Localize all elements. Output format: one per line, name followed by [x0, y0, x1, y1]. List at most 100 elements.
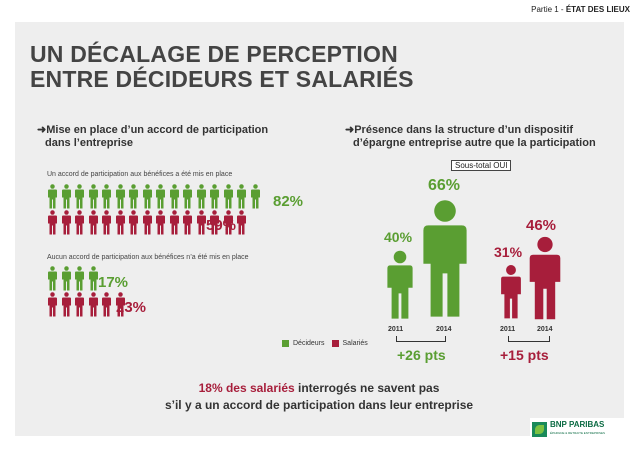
group1-salaries-percent: 59% — [206, 217, 237, 234]
logo-text: BNP PARIBAS ÉPARGNE & RETRAITE ENTREPRIS… — [550, 421, 605, 437]
decideurs-2011-figure — [386, 248, 414, 322]
person-icon — [115, 210, 125, 235]
left-question: ➜Mise en place d’un accord de participat… — [37, 124, 268, 150]
person-icon — [183, 210, 192, 235]
group1-decideurs-percent: 82% — [273, 193, 304, 210]
title-line-2: ENTRE DÉCIDEURS ET SALARIÉS — [30, 66, 414, 92]
person-icon — [88, 266, 98, 291]
footer-line-2: s’il y a un accord de participation dans… — [164, 398, 474, 412]
person-icon — [387, 250, 413, 319]
person-icon — [75, 210, 84, 235]
person-icon — [237, 184, 246, 209]
salaries-2011-percent: 31% — [494, 244, 523, 260]
footer-line-1: 18% des salariés interrogés ne savent pa… — [0, 381, 638, 395]
person-icon — [501, 265, 521, 319]
person-icon — [196, 184, 206, 209]
right-question-line-1: Présence dans la structure d’un disposit… — [354, 124, 574, 136]
person-icon — [223, 184, 233, 209]
page-title: UN DÉCALAGE DE PERCEPTION ENTRE DÉCIDEUR… — [30, 42, 414, 92]
group1-label: Un accord de participation aux bénéfices… — [47, 171, 233, 178]
group2-salaries-pictogram-row — [46, 292, 127, 317]
person-icon — [183, 184, 192, 209]
person-icon — [102, 210, 111, 235]
person-icon — [61, 292, 71, 317]
person-icon — [61, 210, 71, 235]
decideurs-2011-percent: 40% — [384, 229, 413, 245]
person-icon — [48, 210, 57, 235]
page-header: Partie 1 - ÉTAT DES LIEUX — [531, 5, 630, 14]
person-icon — [129, 184, 138, 209]
person-icon — [169, 184, 179, 209]
decideurs-bracket — [396, 336, 446, 342]
person-icon — [142, 210, 152, 235]
person-icon — [115, 184, 125, 209]
person-icon — [156, 210, 165, 235]
person-icon — [156, 184, 165, 209]
arrow-icon: ➜ — [345, 124, 355, 136]
person-icon — [48, 292, 57, 317]
person-icon — [423, 200, 467, 317]
person-icon — [169, 210, 179, 235]
person-icon — [88, 210, 98, 235]
group2-label: Aucun accord de participation aux bénéfi… — [47, 254, 249, 261]
subtotal-badge: Sous-total OUI — [451, 160, 512, 171]
salaries-bracket — [508, 336, 550, 342]
person-icon — [210, 210, 219, 235]
footer-line-1-rest: interrogés ne savent pas — [294, 381, 440, 395]
group2-decideurs-percent: 17% — [98, 274, 129, 291]
person-icon — [75, 266, 84, 291]
person-icon — [48, 184, 57, 209]
bnp-logo-icon — [532, 421, 547, 437]
right-question-line-2: d’épargne entreprise autre que la partic… — [353, 137, 596, 149]
person-icon — [75, 292, 84, 317]
person-icon — [48, 266, 57, 291]
decideurs-delta: +26 pts — [397, 347, 446, 363]
person-icon — [129, 210, 138, 235]
person-icon — [88, 292, 98, 317]
left-question-line-1: Mise en place d’un accord de participati… — [46, 124, 269, 136]
person-icon — [210, 184, 219, 209]
content-panel — [15, 22, 624, 436]
salaries-delta: +15 pts — [500, 347, 549, 363]
salaries-year-a: 2011 — [500, 326, 516, 333]
decideurs-year-a: 2011 — [388, 326, 404, 333]
decideurs-year-b: 2014 — [436, 326, 452, 333]
arrow-icon: ➜ — [37, 124, 47, 136]
decideurs-2014-figure — [421, 196, 469, 322]
legend-salaries-swatch — [331, 340, 339, 347]
group2-decideurs-pictogram-row — [46, 266, 100, 291]
person-icon — [250, 184, 260, 209]
logo-tagline: ÉPARGNE & RETRAITE ENTREPRISES — [550, 431, 605, 435]
group1-salaries-pictogram-row — [46, 210, 249, 235]
legend-decideurs-swatch — [282, 340, 289, 347]
bnp-paribas-logo: BNP PARIBAS ÉPARGNE & RETRAITE ENTREPRIS… — [530, 418, 625, 440]
title-line-1: UN DÉCALAGE DE PERCEPTION — [30, 41, 398, 67]
person-icon — [529, 236, 561, 320]
person-icon — [75, 184, 84, 209]
salaries-year-b: 2014 — [537, 326, 553, 333]
legend-salaries-label: Salariés — [342, 340, 368, 347]
person-icon — [223, 210, 233, 235]
salaries-2011-figure — [500, 263, 522, 321]
left-question-line-2: dans l’entreprise — [45, 137, 134, 149]
person-icon — [115, 292, 125, 317]
header-part: Partie 1 - — [531, 5, 564, 14]
person-icon — [61, 266, 71, 291]
header-section: ÉTAT DES LIEUX — [565, 5, 630, 14]
footer-highlight: 18% des salariés — [198, 381, 295, 395]
group1-decideurs-pictogram-row — [46, 184, 262, 209]
logo-name: BNP PARIBAS — [550, 420, 605, 429]
person-icon — [61, 184, 71, 209]
group2-salaries-percent: 23% — [116, 299, 147, 316]
person-icon — [142, 184, 152, 209]
salaries-2014-percent: 46% — [526, 217, 557, 234]
person-icon — [237, 210, 246, 235]
legend-decideurs-label: Décideurs — [293, 340, 325, 347]
person-icon — [102, 292, 111, 317]
legend: Décideurs Salariés — [282, 340, 368, 347]
person-icon — [88, 184, 98, 209]
person-icon — [102, 184, 111, 209]
decideurs-2014-percent: 66% — [428, 177, 461, 194]
salaries-2014-figure — [528, 236, 562, 321]
person-icon — [196, 210, 206, 235]
